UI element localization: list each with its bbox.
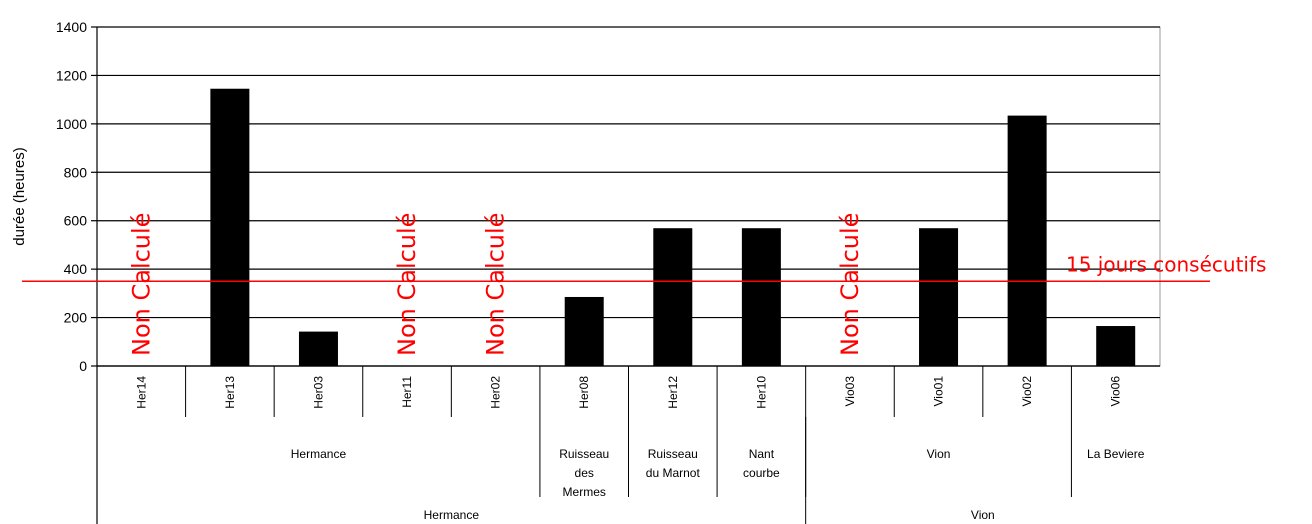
category-label-Vio03: Vio03 <box>843 376 857 407</box>
y-tick-label-400: 400 <box>64 261 88 277</box>
bar-Vio02 <box>1007 115 1047 367</box>
y-tick-label-1000: 1000 <box>56 116 87 132</box>
category-label-Her11: Her11 <box>400 376 414 408</box>
not-computed-label-Vio03: Non Calculé <box>836 213 864 356</box>
subgroup-label-nant-courbe-1: courbe <box>743 466 780 480</box>
bar-Her03 <box>298 331 338 367</box>
category-label-Vio02: Vio02 <box>1020 376 1034 407</box>
group-label-hermance: Hermance <box>424 508 480 522</box>
not-computed-label-Her14: Non Calculé <box>127 213 155 356</box>
y-tick-label-600: 600 <box>64 213 88 229</box>
subgroup-label-nant-courbe-0: Nant <box>749 447 775 461</box>
bar-Vio01 <box>919 228 959 367</box>
y-tick-label-800: 800 <box>64 164 88 180</box>
group-label-vion: Vion <box>971 508 995 522</box>
bar-Her10 <box>741 228 781 367</box>
bar-Her08 <box>564 296 604 367</box>
subgroup-label-vion-0: Vion <box>927 447 951 461</box>
bar-Her12 <box>653 228 693 367</box>
y-tick-label-1200: 1200 <box>56 67 87 83</box>
category-label-Vio06: Vio06 <box>1109 376 1123 407</box>
category-label-Her02: Her02 <box>489 376 503 409</box>
category-label-Vio01: Vio01 <box>932 376 946 407</box>
reference-line-label: 15 jours consécutifs <box>1066 252 1266 276</box>
y-tick-label-1400: 1400 <box>56 19 87 35</box>
y-tick-label-0: 0 <box>79 358 87 374</box>
subgroup-label-ruisseau-du-marnot-0: Ruisseau <box>648 447 698 461</box>
subgroup-label-ruisseau-du-marnot-1: du Marnot <box>646 466 701 480</box>
category-label-Her10: Her10 <box>754 376 768 409</box>
subgroup-label-hermance-0: Hermance <box>291 447 347 461</box>
category-label-Her14: Her14 <box>134 376 148 409</box>
bar-Her13 <box>210 88 250 367</box>
plot-area <box>96 26 1161 367</box>
y-axis-title: durée (heures) <box>11 147 28 245</box>
not-computed-label-Her11: Non Calculé <box>393 213 421 356</box>
subgroup-label-ruisseau-des-mermes-1: des <box>575 466 594 480</box>
y-tick-label-200: 200 <box>64 310 88 326</box>
subgroup-label-ruisseau-des-mermes-0: Ruisseau <box>559 447 609 461</box>
subgroup-label-ruisseau-des-mermes-2: Mermes <box>563 485 606 499</box>
subgroup-label-la-beviere-0: La Beviere <box>1087 447 1145 461</box>
category-label-Her08: Her08 <box>577 376 591 409</box>
category-label-Her12: Her12 <box>666 376 680 409</box>
category-label-Her13: Her13 <box>223 376 237 409</box>
not-computed-label-Her02: Non Calculé <box>482 213 510 356</box>
category-label-Her03: Her03 <box>311 376 325 409</box>
bar-Vio06 <box>1096 326 1136 367</box>
